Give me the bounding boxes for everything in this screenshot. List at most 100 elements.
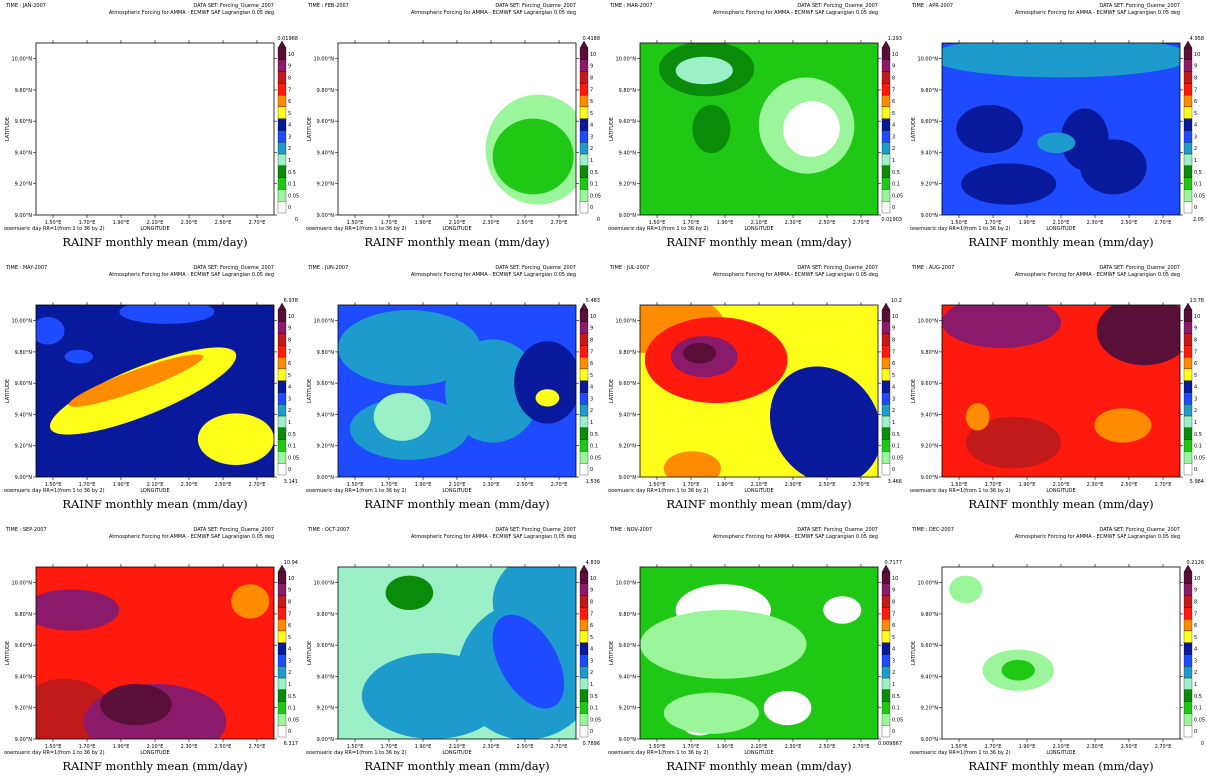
colorbar-level-label: 4: [590, 123, 593, 129]
colorbar-level-label: 0.1: [892, 706, 900, 712]
rainfall-contour-region: [492, 118, 574, 195]
rainfall-contour-region: [675, 56, 733, 85]
x-tick-label: 1.70°E: [381, 482, 398, 488]
x-tick-label: 2.10°E: [1053, 482, 1070, 488]
colorbar-swatch: [1183, 321, 1193, 334]
colorbar-top-arrow: [881, 40, 891, 49]
x-tick-label: 2.10°E: [449, 482, 466, 488]
x-tick-label: 1.90°E: [113, 482, 130, 488]
y-tick-label: 9.00°N: [921, 213, 939, 219]
colorbar-level-label: 9: [1194, 588, 1197, 594]
colorbar-level-label: 3: [892, 658, 895, 664]
colorbar-level-label: 0: [288, 729, 291, 735]
colorbar-level-label: 0: [1194, 205, 1197, 211]
colorbar-swatch: [277, 677, 287, 691]
colorbar-level-label: 9: [288, 64, 291, 70]
panel-time-label: TIME : JUN-2007: [307, 265, 348, 271]
colorbar-level-label: 5: [892, 635, 895, 641]
colorbar-level-label: 0.1: [892, 444, 900, 450]
y-axis-label: LATITUDE: [609, 117, 615, 141]
y-tick-label: 9.40°N: [317, 150, 335, 156]
colorbar-swatch: [579, 451, 589, 464]
y-axis-label: LATITUDE: [307, 641, 313, 665]
x-tick-label: 1.90°E: [415, 482, 432, 488]
colorbar-swatch: [1183, 427, 1193, 440]
rainfall-field: [942, 567, 1180, 739]
colorbar-level-label: 4: [288, 647, 291, 653]
colorbar-swatch: [881, 368, 891, 381]
colorbar-level-label: 10: [590, 314, 596, 320]
colorbar-swatch: [881, 689, 891, 702]
x-tick-label: 2.10°E: [751, 220, 768, 226]
y-tick-label: 9.60°N: [921, 381, 939, 387]
x-tick-label: 1.50°E: [347, 220, 364, 226]
colorbar-level-label: 2: [288, 408, 291, 414]
colorbar-max-value: 0.4188: [583, 36, 601, 42]
x-tick-label: 2.10°E: [147, 482, 164, 488]
x-tick-label: 1.70°E: [79, 744, 96, 750]
colorbar-top-arrow: [277, 40, 287, 49]
colorbar-swatch: [881, 642, 891, 655]
panel-caption: RAINF monthly mean (mm/day): [968, 497, 1153, 511]
x-tick-label: 2.50°E: [517, 744, 534, 750]
x-tick-label: 2.50°E: [819, 744, 836, 750]
colorbar-swatch: [1183, 630, 1193, 643]
colorbar-level-label: 4: [288, 123, 291, 129]
month-map-panel: TIME : OCT-2007 DATA SET: Forcing_Oueme_2…: [304, 524, 602, 779]
rainfall-contour-region: [36, 317, 65, 345]
colorbar-level-label: 10: [288, 52, 294, 58]
colorbar-swatch: [579, 607, 589, 620]
y-tick-label: 10.00°N: [313, 57, 334, 63]
colorbar-swatch: [881, 153, 891, 167]
data-set-label: DATA SET: Forcing_Oueme_2007: [495, 265, 576, 271]
colorbar-swatch: [881, 380, 891, 393]
x-tick-label: 2.10°E: [147, 220, 164, 226]
colorbar-level-label: 7: [590, 611, 593, 617]
colorbar-level-label: 2: [590, 670, 593, 676]
colorbar-swatch: [1183, 333, 1193, 346]
colorbar-swatch: [277, 345, 287, 358]
colorbar-level-label: 0.5: [1194, 694, 1202, 700]
colorbar-min-value: 0: [597, 217, 600, 223]
colorbar-level-label: 3: [1194, 134, 1197, 140]
colorbar-level-label: 0.1: [590, 444, 598, 450]
x-axis-label: LONGITUDE: [442, 488, 471, 494]
colorbar-swatch: [579, 189, 589, 202]
colorbar-level-label: 10: [288, 576, 294, 582]
colorbar-level-label: 0.1: [1194, 182, 1202, 188]
colorbar-swatch: [579, 701, 589, 714]
colorbar-min-value: 3.466: [888, 479, 902, 485]
colorbar-swatch: [1183, 689, 1193, 702]
month-map-svg: TIME : MAY-2007 DATA SET: Forcing_Oueme_2…: [4, 265, 299, 511]
colorbar-swatch: [277, 427, 287, 440]
y-tick-label: 9.20°N: [921, 444, 939, 450]
y-tick-label: 9.20°N: [15, 706, 33, 712]
colorbar-swatch: [881, 725, 891, 738]
colorbar-swatch: [579, 689, 589, 702]
data-set-label: DATA SET: Forcing_Oueme_2007: [193, 527, 274, 533]
colorbar-level-label: 2: [1194, 670, 1197, 676]
rainfall-contour-region: [682, 342, 717, 364]
colorbar-level-label: 0.5: [590, 170, 598, 176]
colorbar-swatch: [277, 654, 287, 667]
y-tick-label: 9.20°N: [15, 444, 33, 450]
colorbar-swatch: [1183, 106, 1193, 119]
colorbar-level-label: 6: [288, 361, 291, 367]
colorbar-swatch: [277, 713, 287, 726]
month-map-svg: TIME : JAN-2007 DATA SET: Forcing_Oueme_2…: [4, 3, 299, 249]
data-set-label: DATA SET: Forcing_Oueme_2007: [495, 527, 576, 533]
colorbar-swatch: [277, 463, 287, 476]
panel-footer: ooemueric day RR=1(from 1 to 36 by 2): [608, 226, 709, 232]
colorbar-level-label: 0.05: [288, 455, 299, 461]
month-map-svg: TIME : MAR-2007 DATA SET: Forcing_Oueme_2…: [608, 3, 903, 249]
colorbar-swatch: [579, 106, 589, 119]
x-tick-label: 2.50°E: [215, 482, 232, 488]
colorbar-swatch: [277, 142, 287, 155]
colorbar-level-label: 7: [288, 349, 291, 355]
colorbar-min-value: 3.141: [284, 479, 298, 485]
y-tick-label: 9.60°N: [619, 381, 637, 387]
colorbar-level-label: 0.5: [892, 694, 900, 700]
colorbar-level-label: 0.1: [288, 706, 296, 712]
panel-footer: ooemueric day RR=1(from 1 to 36 by 2): [4, 488, 105, 494]
colorbar-swatch: [881, 142, 891, 155]
